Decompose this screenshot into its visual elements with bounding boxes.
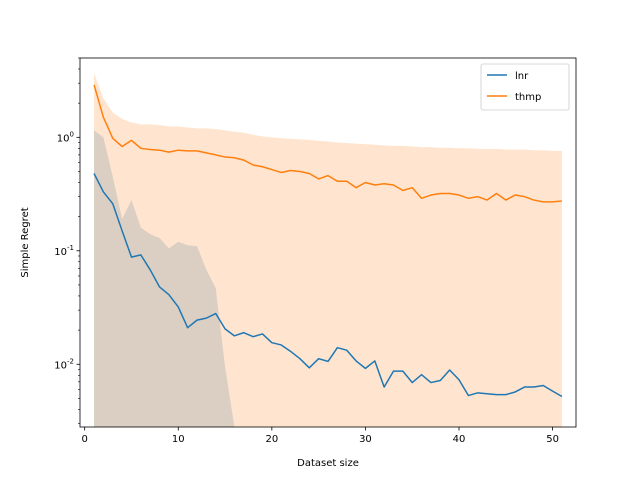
x-axis-ticks: 0 10 20 30 40 50 — [81, 427, 559, 445]
legend: lnr thmp — [480, 63, 570, 111]
y-tick-label: 10-1 — [54, 244, 74, 258]
line-thmp — [93, 84, 563, 203]
legend-label-lnr: lnr — [515, 71, 529, 82]
x-tick-label: 40 — [453, 434, 466, 445]
x-tick-label: 10 — [172, 434, 185, 445]
x-tick-label: 0 — [81, 434, 87, 445]
band-lnr — [94, 130, 562, 427]
x-tick-label: 20 — [265, 434, 278, 445]
confidence-bands — [94, 72, 562, 427]
plot-frame — [79, 57, 577, 428]
y-axis-ticks: 10-2 10-1 100 — [54, 57, 80, 424]
line-lnr — [93, 173, 563, 398]
x-tick-label: 50 — [546, 434, 559, 445]
band-thmp — [94, 72, 562, 157]
y-axis-label: Simple Regret — [20, 207, 31, 277]
band-thmp-lower — [94, 128, 562, 427]
x-axis-label: Dataset size — [297, 458, 359, 469]
x-tick-label: 30 — [359, 434, 372, 445]
y-tick-label: 100 — [57, 130, 74, 144]
series-lines — [93, 84, 563, 398]
legend-label-thmp: thmp — [515, 92, 541, 103]
y-tick-label: 10-2 — [54, 357, 74, 371]
